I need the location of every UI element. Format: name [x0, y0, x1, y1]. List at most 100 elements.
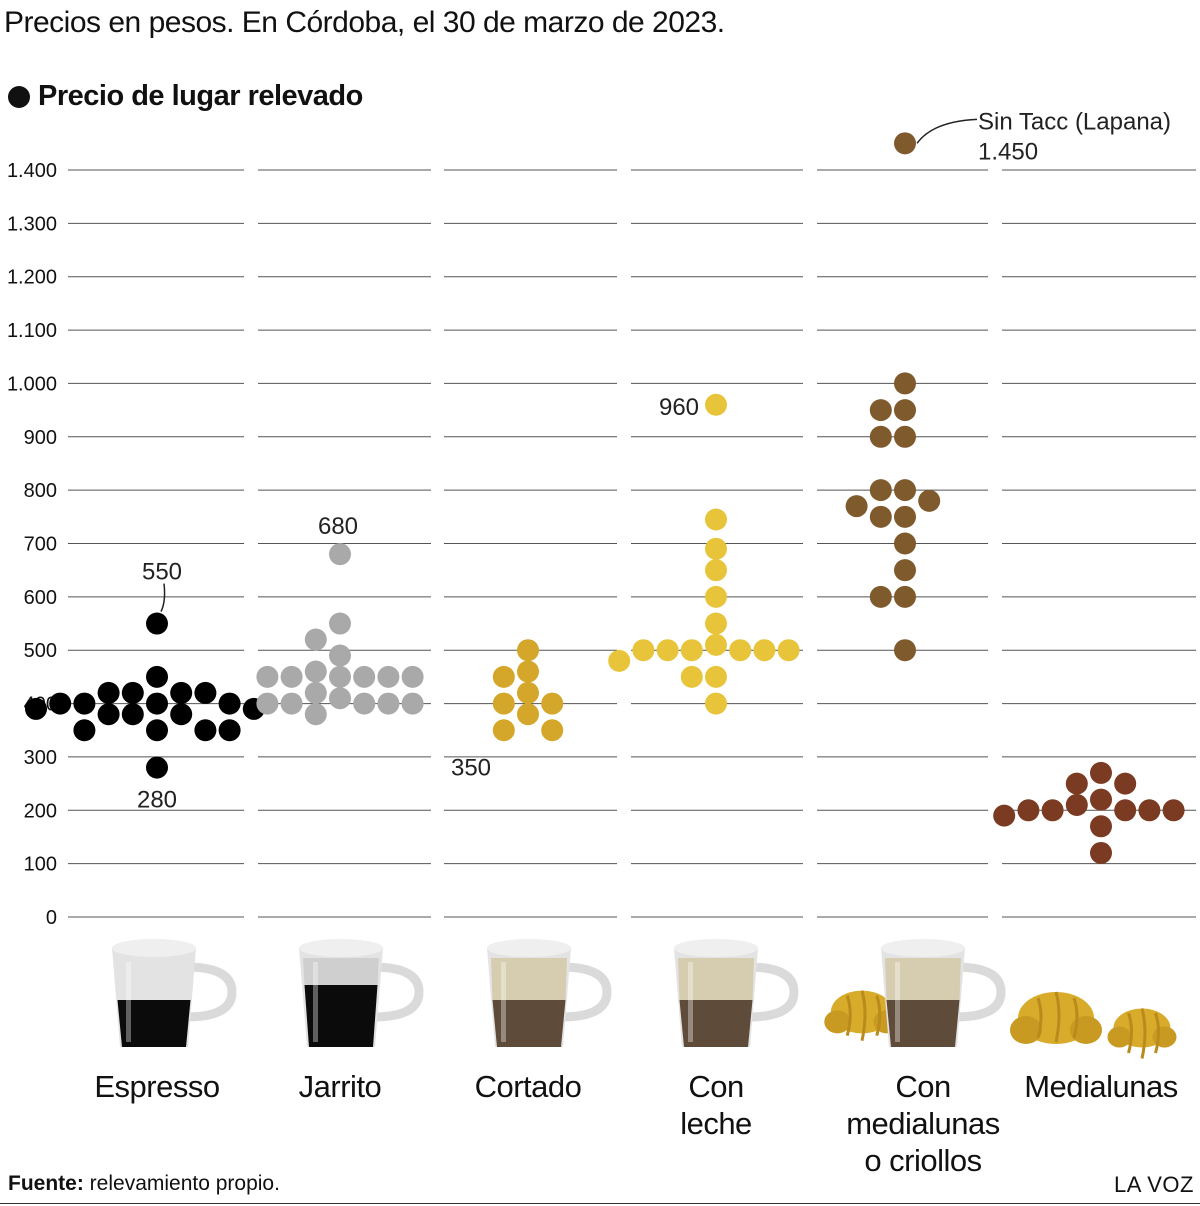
data-point	[753, 639, 776, 662]
y-tick-label: 1.100	[7, 320, 57, 342]
y-tick-label: 200	[24, 800, 57, 822]
glass-cup-icon	[299, 939, 424, 1047]
data-label: 960	[659, 394, 699, 421]
data-point	[401, 665, 424, 688]
data-point	[656, 639, 679, 662]
data-point	[541, 719, 564, 742]
data-point	[680, 639, 703, 662]
data-point	[170, 681, 193, 704]
data-point	[304, 681, 327, 704]
data-point	[1017, 799, 1040, 822]
data-point	[1065, 772, 1088, 795]
cortado-cup-icon	[487, 939, 612, 1047]
data-label: Sin Tacc (Lapana)	[978, 108, 1171, 135]
category-label: Medialunas	[1024, 1069, 1178, 1104]
data-point	[869, 399, 892, 422]
data-point	[492, 719, 515, 742]
data-point	[869, 505, 892, 528]
data-point	[1138, 799, 1161, 822]
legend-dot-icon	[8, 85, 30, 108]
data-point	[517, 639, 539, 662]
data-point	[869, 585, 892, 608]
legend-label: Precio de lugar relevado	[38, 80, 363, 112]
leader-line	[916, 118, 978, 144]
data-point	[73, 692, 96, 715]
y-tick-label: 1.400	[7, 160, 57, 182]
data-point	[329, 612, 351, 635]
data-label: 680	[318, 513, 358, 540]
data-point	[894, 399, 916, 422]
brand-logo: LA VOZ	[1113, 1172, 1194, 1197]
data-point	[705, 665, 727, 688]
data-point	[218, 719, 241, 742]
category-label: Jarrito	[299, 1069, 382, 1104]
data-point	[121, 703, 144, 726]
data-point	[705, 508, 727, 531]
data-point	[353, 665, 376, 688]
data-point	[304, 628, 327, 651]
data-point	[705, 585, 727, 608]
data-point	[894, 505, 916, 528]
data-point	[1090, 841, 1112, 864]
cup-icon	[112, 939, 237, 1047]
data-point	[869, 425, 892, 448]
category-label: Con	[688, 1069, 743, 1104]
data-point	[280, 665, 303, 688]
data-point	[608, 649, 631, 672]
y-tick-label: 1.000	[7, 373, 57, 395]
data-point	[993, 804, 1016, 827]
data-point	[1114, 772, 1137, 795]
data-point	[377, 692, 400, 715]
data-point	[680, 665, 703, 688]
y-tick-label: 300	[24, 747, 57, 769]
data-point	[705, 633, 727, 656]
category-label: Cortado	[475, 1069, 582, 1104]
data-point	[1162, 799, 1185, 822]
data-point	[146, 719, 168, 742]
y-tick-label: 100	[24, 854, 57, 876]
latte-croissant-icon	[881, 939, 1006, 1047]
data-point	[894, 559, 916, 582]
data-point	[1065, 793, 1088, 816]
y-tick-label: 1.300	[7, 213, 57, 235]
data-point	[194, 719, 217, 742]
data-point	[1090, 761, 1112, 784]
data-point	[894, 132, 916, 155]
data-point	[705, 612, 727, 635]
category-label: leche	[680, 1106, 752, 1141]
data-point	[146, 756, 168, 779]
data-point	[845, 495, 868, 518]
data-point	[49, 692, 72, 715]
data-point	[705, 559, 727, 582]
data-point	[25, 697, 47, 720]
legend: Precio de lugar relevado	[8, 80, 363, 113]
data-point	[73, 719, 96, 742]
data-point	[517, 660, 539, 683]
latte-cup-icon	[674, 939, 799, 1047]
category-label: Con	[895, 1069, 950, 1104]
croissant-icon	[1107, 1008, 1177, 1059]
data-point	[894, 532, 916, 555]
data-point	[894, 585, 916, 608]
data-point	[869, 479, 892, 502]
data-point	[492, 665, 515, 688]
data-point	[401, 692, 424, 715]
data-point	[894, 425, 916, 448]
data-point	[705, 537, 727, 560]
data-point	[280, 692, 303, 715]
source-label: Fuente:	[8, 1172, 84, 1195]
data-point	[146, 612, 168, 635]
data-point	[329, 687, 351, 710]
data-point	[121, 681, 144, 704]
data-point	[256, 692, 279, 715]
data-point	[517, 703, 539, 726]
data-point	[329, 543, 351, 566]
data-point	[353, 692, 376, 715]
data-point	[170, 703, 193, 726]
y-tick-label: 800	[24, 480, 57, 502]
data-point	[97, 681, 120, 704]
y-tick-label: 500	[24, 640, 57, 662]
data-point	[918, 489, 941, 512]
data-point	[194, 681, 217, 704]
chart-subtitle: Precios en pesos. En Córdoba, el 30 de m…	[4, 6, 725, 39]
